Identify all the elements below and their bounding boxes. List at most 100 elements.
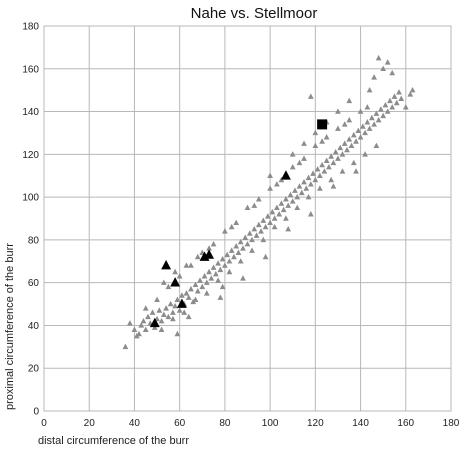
grey-triangle-point (212, 270, 219, 277)
grey-triangle-point (149, 309, 156, 315)
grey-triangle-point (208, 275, 215, 281)
grey-triangle-point (274, 204, 280, 211)
grey-triangle-point (373, 110, 380, 116)
y-tick-label: 0 (33, 407, 39, 418)
grey-triangle-point (380, 65, 387, 72)
grey-triangle-point (215, 260, 221, 266)
grey-triangle-point (357, 108, 364, 114)
grey-triangle-point (359, 123, 366, 129)
grey-triangle-point (305, 174, 312, 181)
grey-triangle-point (355, 127, 362, 134)
grey-triangle-point (362, 129, 368, 136)
grey-triangle-point (194, 253, 201, 260)
grey-triangle-point (332, 148, 339, 155)
y-ticks: 0 20 40 60 80 100 120 140 160 180 (22, 22, 39, 418)
grey-triangle-point (165, 313, 172, 320)
grey-triangle-point (160, 311, 167, 317)
y-tick-label: 120 (22, 150, 39, 161)
grey-triangle-point (328, 176, 335, 183)
grey-triangle-point (339, 151, 346, 157)
grey-triangle-point (303, 185, 310, 191)
grey-triangle-point (384, 59, 391, 65)
grey-triangle-point (192, 296, 199, 303)
grey-triangle-point (371, 121, 378, 127)
grey-triangle-point (145, 313, 151, 320)
grey-triangle-point (246, 230, 253, 236)
grey-triangle-point (319, 161, 325, 168)
grey-triangle-point (373, 142, 380, 149)
grey-triangle-point (158, 326, 165, 332)
grey-triangle-point (328, 153, 335, 159)
x-axis-label: distal circumference of the burr (38, 435, 189, 447)
grid (43, 25, 452, 412)
grey-triangle-point (316, 172, 323, 178)
grey-triangle-point (262, 253, 269, 260)
grey-triangle-point (396, 89, 402, 95)
y-tick-label: 40 (28, 321, 40, 332)
grey-triangle-point (323, 134, 330, 140)
grey-triangle-point (122, 343, 129, 350)
black-square-point (317, 119, 328, 130)
grey-triangle-point (253, 232, 260, 238)
grey-triangle-point (387, 97, 393, 104)
y-tick-label: 100 (22, 193, 39, 204)
grey-triangle-point (226, 268, 233, 275)
grey-triangle-point (402, 104, 409, 110)
x-tick-label: 120 (307, 418, 324, 429)
grey-triangle-point (389, 69, 396, 76)
grey-triangle-point (307, 181, 314, 187)
grey-triangle-point (283, 196, 289, 202)
grey-triangle-point (174, 296, 181, 303)
x-tick-label: 140 (352, 418, 369, 429)
grey-triangle-point (203, 290, 210, 296)
grey-triangle-point (271, 223, 278, 230)
x-tick-label: 20 (84, 418, 96, 429)
grey-triangle-point (138, 322, 145, 328)
grey-triangle-point (251, 202, 258, 208)
grey-triangle-point (176, 307, 183, 313)
grey-triangle-point (136, 330, 142, 337)
grey-triangle-point (393, 99, 400, 106)
grey-triangle-point (339, 168, 346, 174)
grey-triangle-point (240, 275, 246, 281)
grey-triangle-point (398, 95, 405, 101)
grey-triangle-point (267, 219, 273, 226)
grey-triangle-point (267, 185, 273, 191)
grey-triangle-point (364, 119, 371, 125)
grey-triangle-point (335, 108, 341, 114)
grey-triangle-point (341, 121, 348, 127)
grey-triangle-point (305, 193, 312, 200)
grey-triangle-point (249, 247, 255, 253)
grey-triangle-point (353, 168, 359, 174)
grey-triangle-point (219, 283, 226, 290)
grey-triangle-point (337, 144, 344, 151)
grey-triangle-point (335, 155, 341, 161)
grey-triangle-point (368, 114, 375, 121)
grey-triangle-point (323, 157, 330, 163)
grey-triangle-point (240, 245, 246, 251)
y-tick-label: 20 (28, 364, 40, 375)
y-tick-label: 160 (22, 64, 39, 75)
grey-triangle-point (310, 170, 316, 176)
grey-triangle-point (292, 187, 298, 193)
grey-triangle-point (244, 204, 251, 211)
black-triangle-point (204, 249, 215, 259)
grey-triangle-point (163, 305, 169, 311)
black-triangle-point (176, 298, 187, 308)
grey-triangle-point (366, 125, 373, 131)
x-tick-label: 180 (443, 418, 460, 429)
grey-triangle-point (326, 163, 332, 170)
grey-triangle-point (210, 240, 217, 247)
grey-triangle-point (235, 249, 242, 255)
grey-triangle-point (170, 315, 176, 322)
grey-triangle-point (341, 140, 348, 146)
grey-triangle-point (280, 206, 287, 213)
grey-triangle-point (140, 317, 147, 324)
grey-triangle-point (357, 134, 364, 140)
grey-triangle-point (330, 159, 337, 166)
grey-triangle-point (353, 138, 359, 144)
x-tick-label: 0 (41, 418, 47, 429)
grey-triangle-point (346, 97, 353, 104)
grey-triangle-point (301, 155, 307, 161)
grey-triangle-point (312, 142, 319, 149)
